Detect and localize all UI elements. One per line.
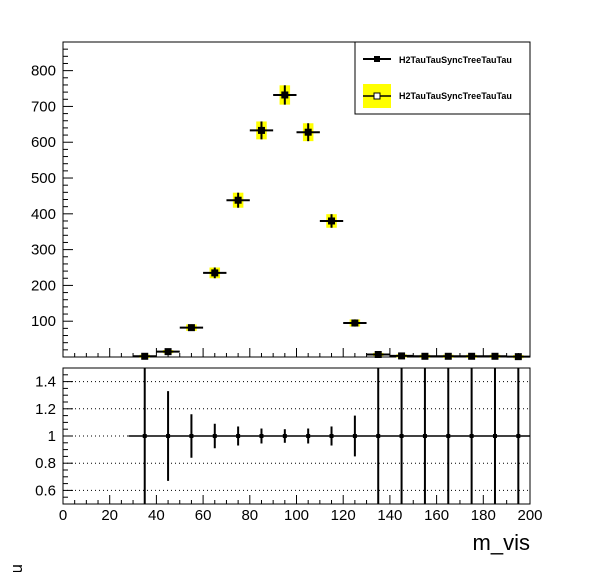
ratio-x-tick-label: 120 [331,507,356,524]
data-point-marker [374,350,382,358]
ratio-y-tick-label: 1.2 [35,401,56,418]
main-y-tick-label: 800 [31,63,56,80]
ratio-point-marker [352,434,357,438]
data-point-marker [187,324,195,332]
data-point-marker [444,352,452,360]
data-point-marker [164,348,172,356]
ratio-point-marker [492,434,497,438]
ratio-point-marker [306,434,311,438]
ratio-point-marker [166,434,171,438]
ratio-y-tick-label: 0.6 [35,482,56,499]
data-point-marker [211,269,219,277]
ratio-x-tick-label: 100 [284,507,309,524]
ratio-x-tick-label: 0 [59,507,67,524]
ratio-point-marker [376,434,381,438]
data-point-marker [351,319,359,327]
ratio-x-tick-label: 60 [195,507,212,524]
ratio-x-tick-label: 40 [148,507,165,524]
main-y-tick-label: 500 [31,170,56,187]
legend-label-1: H2TauTauSyncTreeTauTau [399,55,512,65]
ratio-point-marker [259,434,264,438]
ratio-x-tick-label: 160 [424,507,449,524]
legend-point-marker [374,56,380,62]
data-point-marker [281,91,289,99]
ratio-plot-panel: 0.6 0.8 1 1.2 1.4 0 20 40 60 80 100 120 140 160 180 200 [35,367,543,524]
data-point-marker [328,217,336,225]
ratio-x-tick-label: 80 [241,507,258,524]
ratio-x-tick-label: 180 [471,507,496,524]
main-y-tick-label: 400 [31,206,56,223]
data-point-marker [257,126,265,134]
data-point-marker [514,353,522,361]
ratio-point-marker [446,434,451,438]
ratio-point-marker [516,434,521,438]
ratio-point-marker [422,434,427,438]
y-axis-title: TauTauSyncTreeTauTau [7,564,26,572]
main-plot-panel: 100 200 300 400 500 600 700 800 H2TauTauSyncTree… [31,41,531,361]
legend-open-marker [373,92,381,100]
main-y-tick-label: 200 [31,277,56,294]
data-point-marker [468,352,476,360]
main-y-tick-label: 100 [31,313,56,330]
ratio-point-marker [282,434,287,438]
data-point-marker [398,352,406,360]
ratio-y-tick-label: 1 [48,428,56,445]
ratio-point-marker [329,434,334,438]
main-y-tick-label: 300 [31,242,56,259]
ratio-point-marker [236,434,241,438]
ratio-x-tick-label: 200 [517,507,542,524]
main-y-tick-label: 700 [31,98,56,115]
main-y-tick-label: 600 [31,134,56,151]
ratio-y-tick-label: 0.8 [35,455,56,472]
data-point-marker [491,352,499,360]
data-point-marker [304,128,312,136]
x-axis-title: m_vis [473,530,530,555]
ratio-y-tick-label: 1.4 [35,374,56,391]
legend-label-2: H2TauTauSyncTreeTauTau [399,91,512,101]
data-point-marker [141,352,149,360]
ratio-point-marker [399,434,404,438]
ratio-point-marker [469,434,474,438]
ratio-x-tick-label: 140 [377,507,402,524]
data-point-marker [234,196,242,204]
ratio-point-marker [189,434,194,438]
data-point-marker [421,352,429,360]
ratio-point-marker [142,434,147,438]
ratio-point-marker [212,434,217,438]
ratio-x-tick-label: 20 [101,507,118,524]
